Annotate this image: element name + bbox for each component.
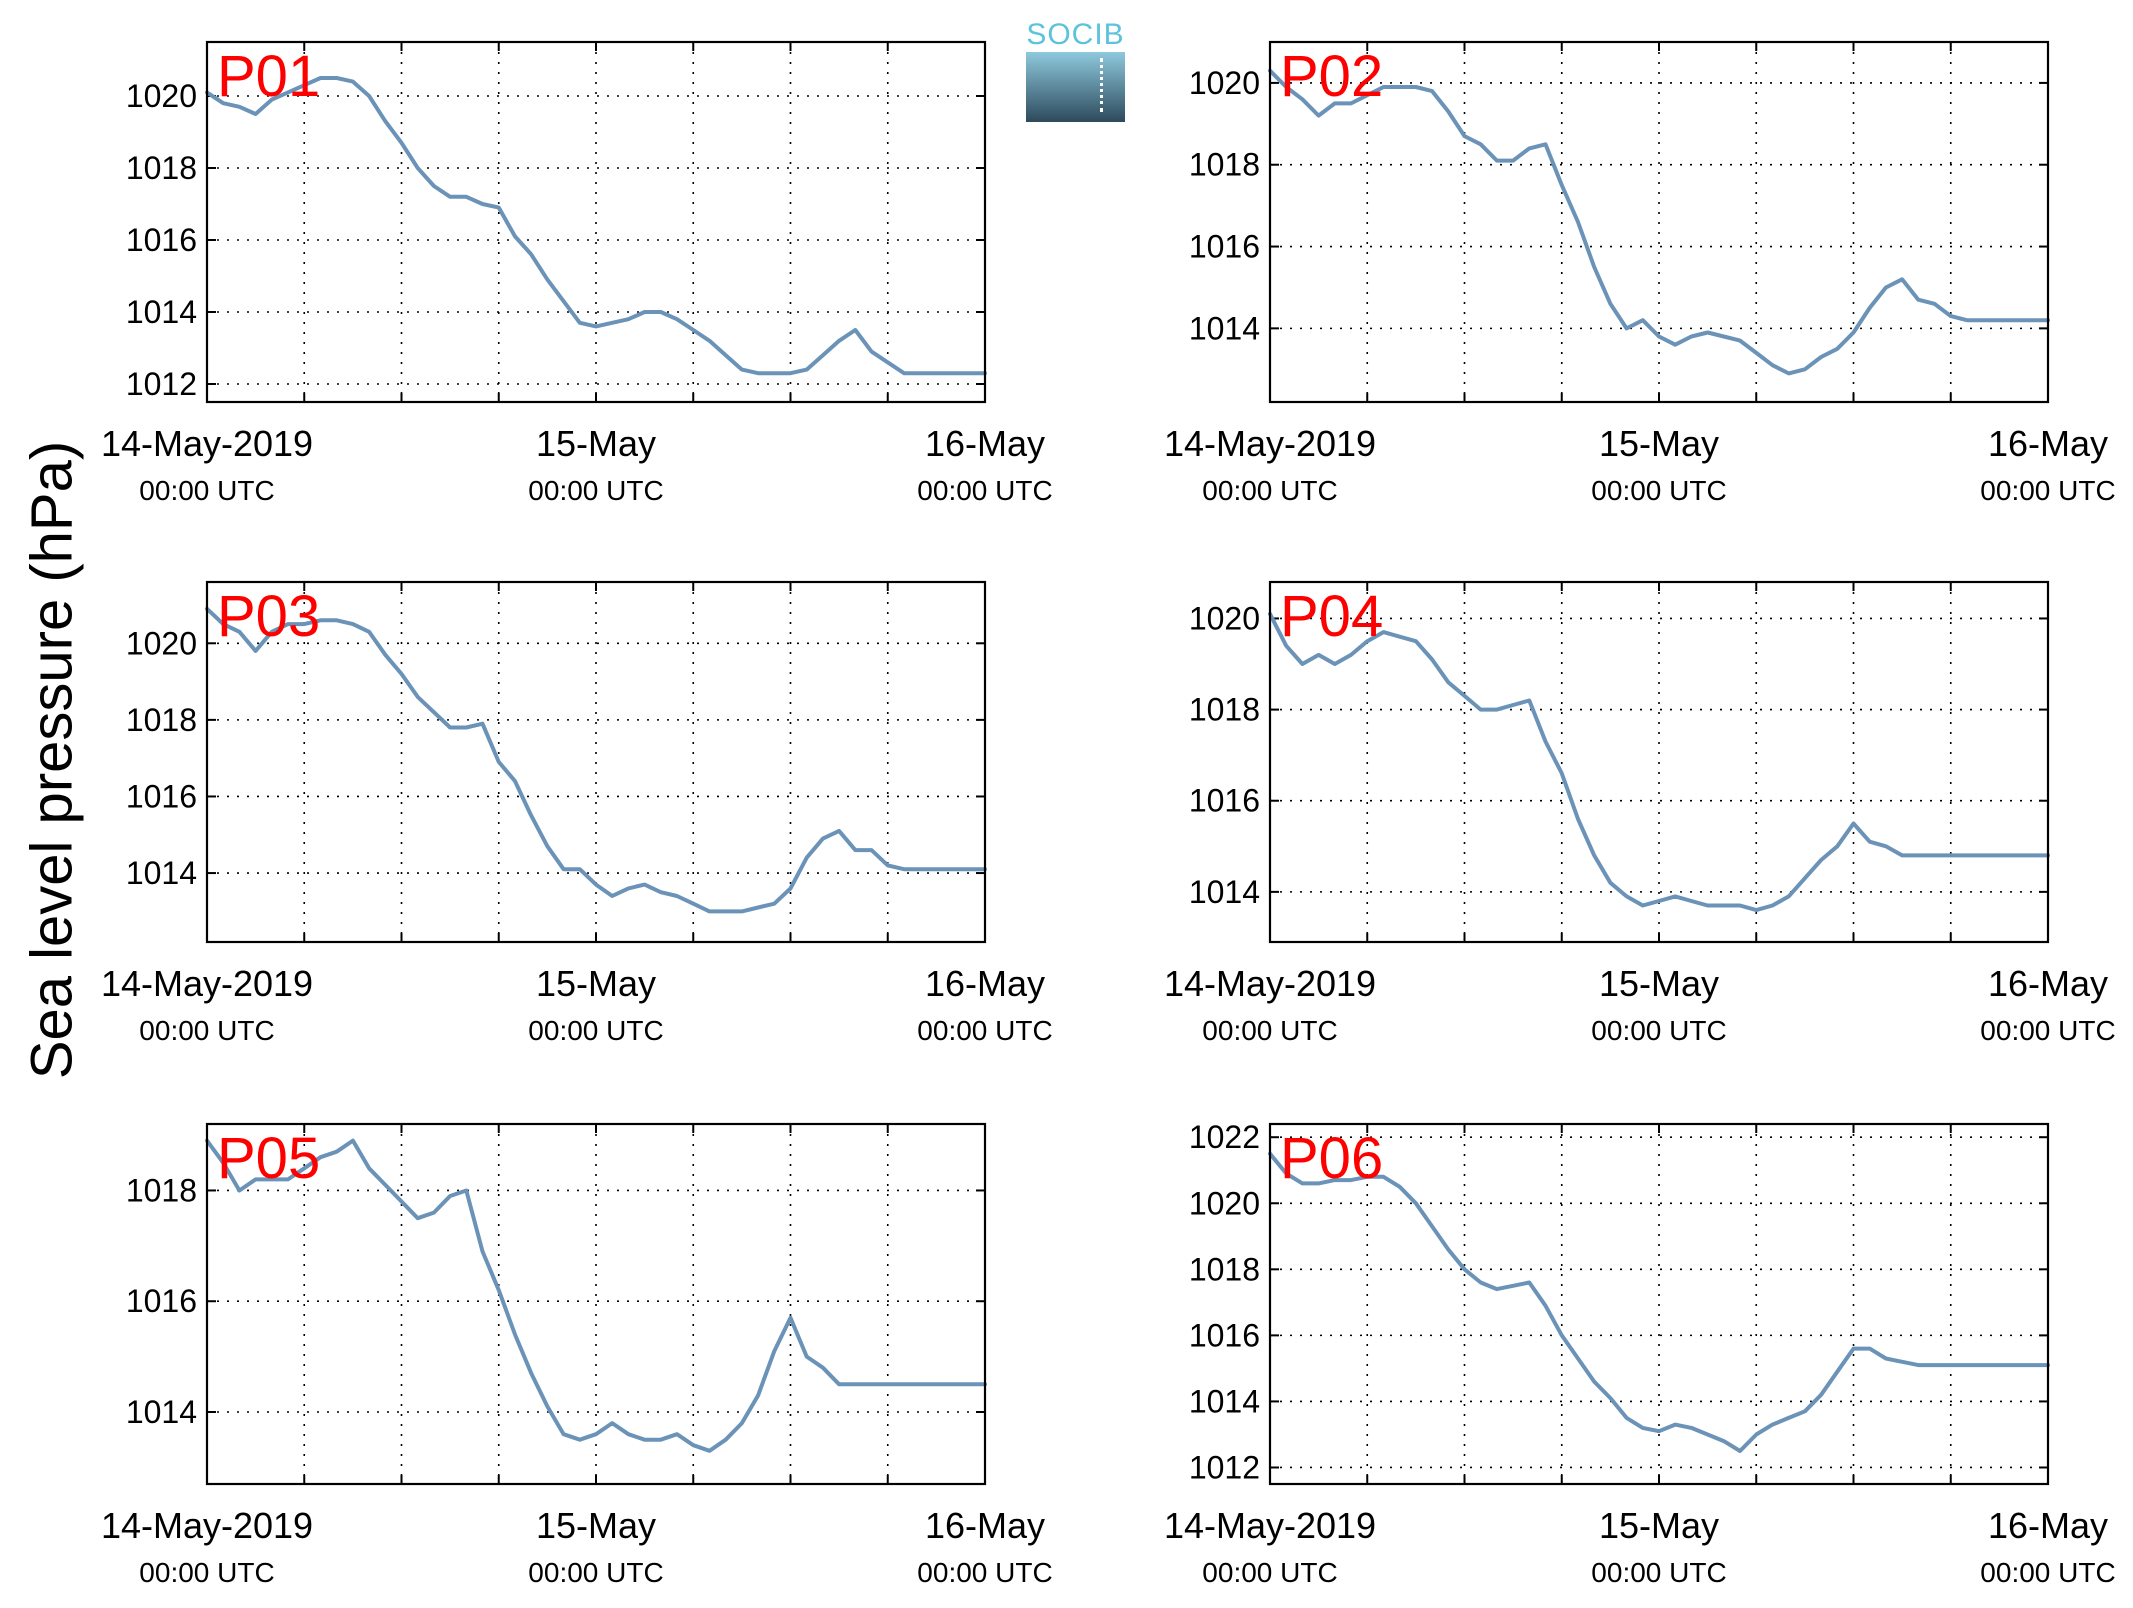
x-tick-label-date: 16-May xyxy=(1988,423,2108,464)
y-tick-label: 1014 xyxy=(126,855,197,891)
y-tick-label: 1014 xyxy=(1189,874,1260,910)
y-tick-label: 1014 xyxy=(126,1394,197,1430)
y-tick-label: 1016 xyxy=(126,222,197,258)
series-line-p01 xyxy=(205,76,987,376)
panel-p01: 1012 1014 1016 1018 1020 14-May-2019 00:00 UTC… xyxy=(101,40,1053,506)
y-tick-label: 1020 xyxy=(126,625,197,661)
x-tick-label-date: 16-May xyxy=(925,1505,1045,1546)
x-tick-label-time: 00:00 UTC xyxy=(1591,1015,1726,1046)
x-tick-label-time: 00:00 UTC xyxy=(1202,1015,1337,1046)
station-label-p01: P01 xyxy=(217,44,320,109)
y-tick-label: 1012 xyxy=(1189,1449,1260,1485)
x-tick-label-date: 14-May-2019 xyxy=(101,1505,313,1546)
series-line-p04 xyxy=(1268,611,2050,913)
y-tick-label: 1012 xyxy=(126,366,197,402)
x-tick-label-date: 14-May-2019 xyxy=(1164,423,1376,464)
panel-p02: 1014 1016 1018 1020 14-May-2019 00:00 UTC 15-M… xyxy=(1164,40,2116,506)
y-tick-label: 1020 xyxy=(126,78,197,114)
y-tick-label: 1018 xyxy=(126,150,197,186)
axes-frame xyxy=(205,580,987,944)
x-tick-label-time: 00:00 UTC xyxy=(1202,1557,1337,1588)
logo-text: SOCIB xyxy=(1026,18,1125,51)
x-tick-label-date: 15-May xyxy=(536,963,656,1004)
x-tick-label-time: 00:00 UTC xyxy=(1202,475,1337,506)
x-tick-label-date: 14-May-2019 xyxy=(101,963,313,1004)
series-line-p06 xyxy=(1268,1151,2050,1453)
x-tick-label-date: 15-May xyxy=(1599,423,1719,464)
y-tick-label: 1022 xyxy=(1189,1119,1260,1155)
x-tick-label-time: 00:00 UTC xyxy=(917,1557,1052,1588)
socib-logo: SOCIB xyxy=(1026,18,1125,122)
x-tick-label-time: 00:00 UTC xyxy=(139,1557,274,1588)
axes-frame xyxy=(205,40,987,404)
x-tick-label-time: 00:00 UTC xyxy=(528,1557,663,1588)
panel-p05: 1014 1016 1018 14-May-2019 00:00 UTC 15-May 00… xyxy=(101,1122,1053,1588)
series-line-p03 xyxy=(205,606,987,914)
y-tick-label: 1018 xyxy=(126,1172,197,1208)
x-tick-label-date: 16-May xyxy=(1988,963,2108,1004)
axes-frame xyxy=(205,1122,987,1486)
x-tick-label-time: 00:00 UTC xyxy=(917,1015,1052,1046)
station-label-p05: P05 xyxy=(217,1126,320,1191)
y-tick-label: 1018 xyxy=(126,702,197,738)
x-tick-label-time: 00:00 UTC xyxy=(1980,1557,2115,1588)
logo-dotted-line xyxy=(1100,58,1103,112)
x-tick-label-date: 16-May xyxy=(925,423,1045,464)
station-label-p02: P02 xyxy=(1280,44,1383,109)
y-tick-label: 1018 xyxy=(1189,692,1260,728)
x-tick-label-date: 16-May xyxy=(925,963,1045,1004)
y-tick-label: 1016 xyxy=(1189,783,1260,819)
x-tick-label-date: 15-May xyxy=(536,423,656,464)
station-label-p06: P06 xyxy=(1280,1126,1383,1191)
x-tick-label-date: 14-May-2019 xyxy=(1164,963,1376,1004)
y-axis-label-text: Sea level pressure (hPa) xyxy=(19,440,85,1080)
y-tick-label: 1016 xyxy=(126,778,197,814)
panel-p03: 1014 1016 1018 1020 14-May-2019 00:00 UTC 15-M… xyxy=(101,580,1053,1046)
y-tick-label: 1014 xyxy=(1189,1383,1260,1419)
x-tick-label-date: 14-May-2019 xyxy=(101,423,313,464)
axes-frame xyxy=(1268,580,2050,944)
x-tick-label-time: 00:00 UTC xyxy=(1980,475,2115,506)
logo-gradient-block xyxy=(1026,52,1125,122)
y-tick-label: 1014 xyxy=(1189,310,1260,346)
station-label-p03: P03 xyxy=(217,584,320,649)
axes-frame xyxy=(1268,1122,2050,1486)
y-tick-label: 1016 xyxy=(1189,1317,1260,1353)
x-tick-label-time: 00:00 UTC xyxy=(139,1015,274,1046)
x-tick-label-time: 00:00 UTC xyxy=(1591,475,1726,506)
y-tick-label: 1018 xyxy=(1189,147,1260,183)
panel-p04: 1014 1016 1018 1020 14-May-2019 00:00 UTC 15-M… xyxy=(1164,580,2116,1046)
panel-p06: 1012 1014 1016 1018 1020 1022 14-May-2019 00:00… xyxy=(1164,1119,2116,1588)
x-tick-label-time: 00:00 UTC xyxy=(1591,1557,1726,1588)
y-tick-label: 1020 xyxy=(1189,65,1260,101)
x-tick-label-time: 00:00 UTC xyxy=(917,475,1052,506)
y-tick-label: 1016 xyxy=(1189,229,1260,265)
x-tick-label-time: 00:00 UTC xyxy=(139,475,274,506)
y-tick-label: 1018 xyxy=(1189,1251,1260,1287)
x-tick-label-date: 15-May xyxy=(1599,963,1719,1004)
y-tick-label: 1020 xyxy=(1189,1185,1260,1221)
y-tick-label: 1014 xyxy=(126,294,197,330)
x-tick-label-time: 00:00 UTC xyxy=(528,475,663,506)
y-tick-label: 1020 xyxy=(1189,600,1260,636)
series-line-p05 xyxy=(205,1138,987,1453)
x-tick-label-time: 00:00 UTC xyxy=(528,1015,663,1046)
station-label-p04: P04 xyxy=(1280,584,1383,649)
y-tick-label: 1016 xyxy=(126,1283,197,1319)
x-tick-label-date: 15-May xyxy=(536,1505,656,1546)
series-line-p02 xyxy=(1268,68,2050,376)
x-tick-label-date: 16-May xyxy=(1988,1505,2108,1546)
x-tick-label-date: 14-May-2019 xyxy=(1164,1505,1376,1546)
x-tick-label-time: 00:00 UTC xyxy=(1980,1015,2115,1046)
axes-frame xyxy=(1268,40,2050,404)
x-tick-label-date: 15-May xyxy=(1599,1505,1719,1546)
